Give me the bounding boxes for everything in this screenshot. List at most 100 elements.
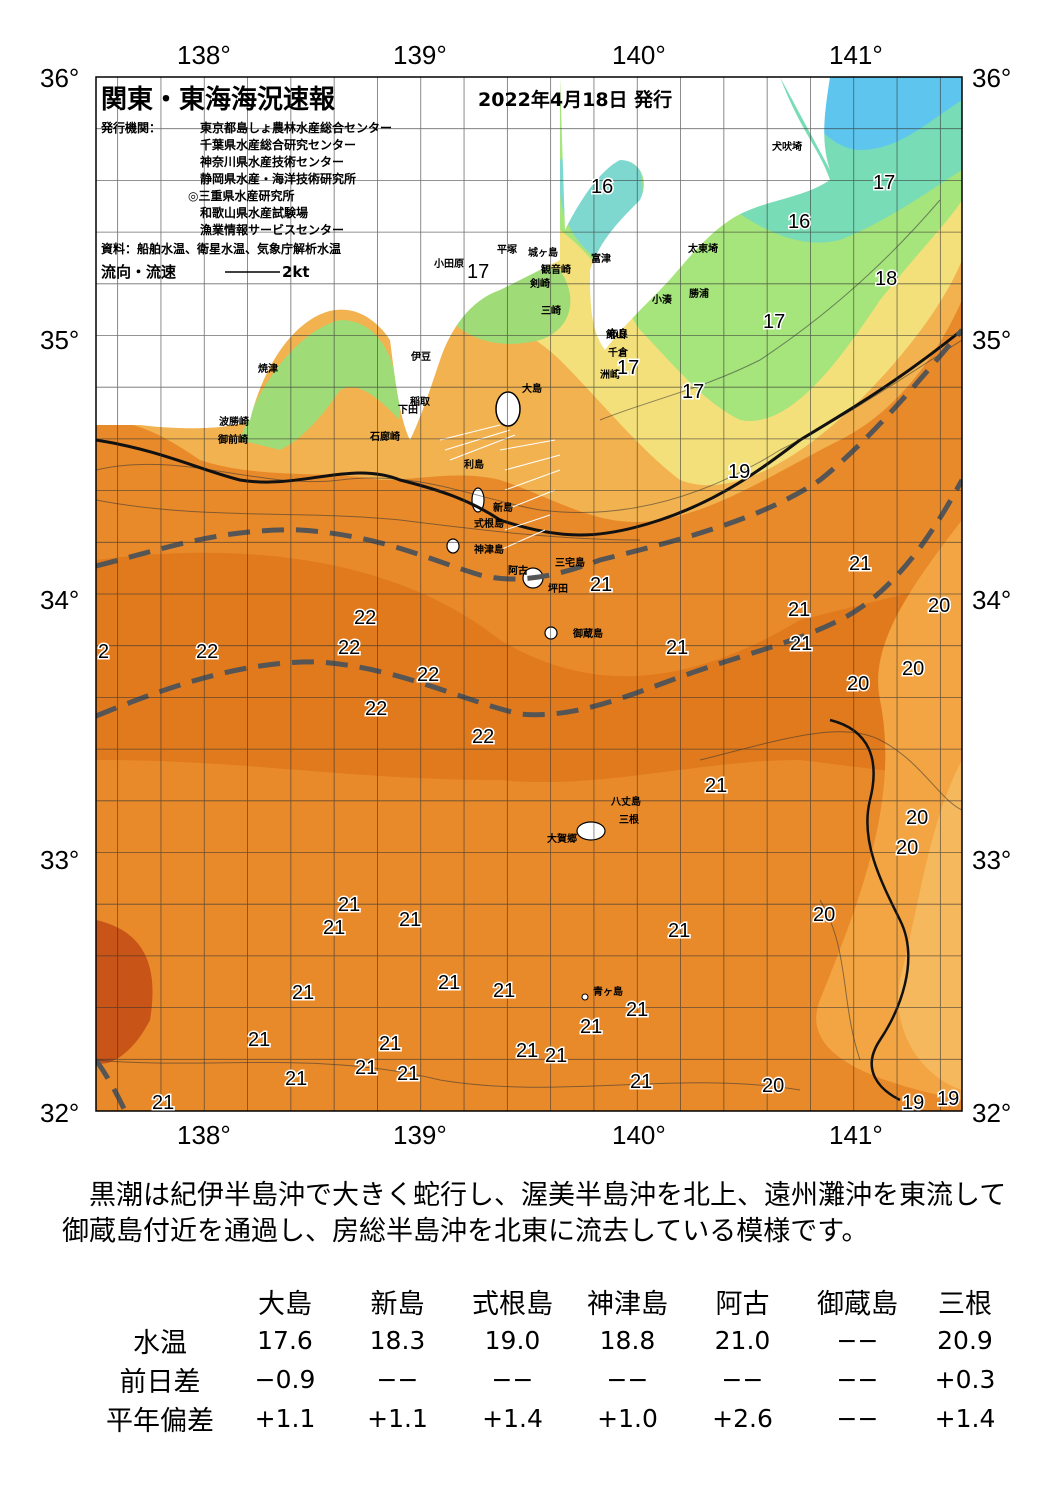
isotherm-19-line — [96, 328, 962, 537]
lon-label-139-bottom: 139° — [393, 1120, 447, 1150]
place-futtsu: 富津 — [591, 252, 611, 265]
temp-label: 21 — [626, 999, 648, 1021]
temp-label: 21 — [668, 920, 690, 942]
table-row: 平年偏差 +1.1 +1.1 +1.4 +1.0 +2.6 −− +1.4 — [90, 1399, 1015, 1438]
lat-label-36-left: 36° — [40, 63, 80, 93]
place-hachijojima: 八丈島 — [610, 795, 641, 808]
column-header: 式根島 — [472, 1289, 553, 1320]
place-mitsune: 三根 — [619, 813, 639, 826]
table-cell: +1.4 — [482, 1404, 543, 1433]
table-cell: −− — [721, 1365, 764, 1394]
temp-label: 17 — [763, 311, 785, 333]
lat-label-34-right: 34° — [972, 585, 1012, 615]
table-cell: 18.8 — [599, 1326, 656, 1355]
place-sunosaki: 洲崎 — [600, 368, 620, 381]
temp-label: 21 — [790, 633, 812, 655]
temp-label: 21 — [152, 1092, 174, 1114]
lon-label-140-bottom: 140° — [612, 1120, 666, 1150]
lon-label-138-top: 138° — [177, 40, 231, 70]
temp-label: 20 — [813, 904, 835, 926]
table-cell: +1.1 — [367, 1404, 428, 1433]
map-title: 関東・東海海況速報 — [101, 85, 336, 115]
lat-label-32-right: 32° — [972, 1098, 1012, 1128]
place-misaki: 三崎 — [541, 304, 561, 317]
temp-label: 21 — [399, 909, 421, 931]
lon-label-140-top: 140° — [612, 40, 666, 70]
place-kominato: 小湊 — [651, 293, 673, 306]
column-header: 阿古 — [715, 1289, 770, 1320]
table-cell: 18.3 — [369, 1326, 426, 1355]
place-ito: 伊豆 — [410, 350, 431, 363]
place-tateyama: 館山 — [605, 328, 626, 341]
temp-label: 20 — [902, 658, 924, 680]
table-cell: +0.3 — [934, 1365, 996, 1394]
table-cell: +1.4 — [934, 1404, 996, 1433]
description-line-1: 黒潮は紀伊半島沖で大きく蛇行し、渥美半島沖を北上、遠州灘沖を東流して — [62, 1180, 1007, 1211]
temp-label: 2 — [98, 641, 109, 663]
lon-label-141-bottom: 141° — [829, 1120, 883, 1150]
situation-description: 黒潮は紀伊半島沖で大きく蛇行し、渥美半島沖を北上、遠州灘沖を東流して 御蔵島付近… — [62, 1178, 1022, 1250]
suruga-bay-water — [240, 320, 400, 450]
table-cell: −− — [606, 1365, 649, 1394]
lon-label-138-bottom: 138° — [177, 1120, 231, 1150]
temp-label: 21 — [580, 1016, 602, 1038]
place-tsubota: 坪田 — [548, 582, 568, 595]
issuer-5: ◎三重県水産研究所 — [188, 188, 294, 203]
place-odawara: 小田原 — [433, 257, 464, 270]
temp-label: 17 — [617, 357, 639, 379]
place-shimoda: 下田 — [398, 404, 418, 416]
temp-label: 22 — [417, 664, 439, 686]
issuer-label: 発行機関： — [100, 120, 161, 135]
table-cell: 20.9 — [937, 1326, 993, 1355]
place-mera: 布良 — [608, 327, 628, 340]
kuroshio-north-edge — [96, 328, 962, 582]
temp-label: 21 — [248, 1029, 270, 1051]
issuer-7: 漁業情報サービスセンター — [200, 222, 344, 237]
flow-legend-scale: 2kt — [282, 263, 310, 281]
column-header: 大島 — [258, 1289, 312, 1320]
place-mikurajima: 御蔵島 — [572, 627, 603, 640]
aogashima-island — [581, 993, 589, 1001]
temp-label: 21 — [397, 1063, 419, 1085]
kuroshio-sw-edge — [96, 1058, 128, 1111]
place-chikura: 千倉 — [608, 346, 629, 359]
temp-label: 21 — [788, 599, 810, 621]
lat-label-35-left: 35° — [40, 325, 80, 355]
temp-label: 22 — [472, 726, 494, 748]
temp-label: 21 — [285, 1068, 307, 1090]
table-cell: +1.1 — [254, 1404, 316, 1433]
place-niijima: 新島 — [493, 501, 513, 514]
issuer-6: 和歌山県水産試験場 — [199, 205, 308, 220]
table-cell: 19.0 — [484, 1326, 541, 1355]
table-cell: +1.0 — [597, 1404, 658, 1433]
table-row: 水温 17.6 18.3 19.0 18.8 21.0 −− 20.9 — [90, 1321, 1015, 1360]
place-kannonzaki: 観音崎 — [541, 263, 571, 276]
water-temperature-table: 大島 新島 式根島 神津島 阿古 御蔵島 三根 水温 17.6 18.3 19.… — [90, 1282, 1015, 1438]
table-cell: −− — [376, 1365, 419, 1394]
place-irozaki: 石廊崎 — [369, 430, 400, 443]
temp-label: 21 — [516, 1040, 538, 1062]
lat-label-33-left: 33° — [40, 845, 80, 875]
issuer-2: 千葉県水産総合研究センター — [200, 137, 356, 152]
place-kozushima: 神津島 — [474, 543, 504, 556]
temp-label: 16 — [788, 211, 810, 233]
lon-label-139-top: 139° — [393, 40, 447, 70]
temp-label: 22 — [354, 607, 376, 629]
table-cell: −− — [836, 1404, 879, 1433]
temp-label: 20 — [762, 1075, 784, 1097]
place-taitozaki: 太東埼 — [687, 242, 718, 255]
temp-label: 21 — [355, 1057, 377, 1079]
temp-label: 21 — [630, 1071, 652, 1093]
issuer-1: 東京都島しょ農林水産総合センター — [200, 120, 392, 135]
isotherm-20-line — [829, 718, 910, 1102]
hachijojima-island — [576, 821, 606, 841]
place-omaezaki: 御前崎 — [217, 433, 248, 446]
row-header: 平年偏差 — [106, 1406, 214, 1437]
table-cell: +2.6 — [712, 1404, 773, 1433]
temp-label: 16 — [591, 176, 613, 198]
table-cell: −− — [491, 1365, 534, 1394]
lat-label-32-left: 32° — [40, 1098, 80, 1128]
issuer-3: 神奈川県水産技術センター — [200, 154, 344, 169]
column-header: 神津島 — [587, 1289, 668, 1320]
temp-label: 21 — [292, 982, 314, 1004]
